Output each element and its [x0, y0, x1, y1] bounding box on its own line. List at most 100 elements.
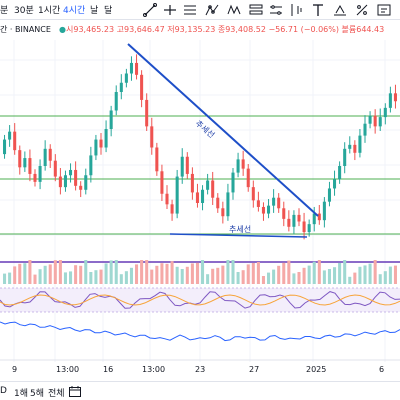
- volume-bar: [58, 260, 62, 284]
- range-all[interactable]: 전체: [48, 389, 65, 399]
- candle-body: [23, 158, 27, 168]
- candle-body: [13, 131, 17, 151]
- volume-bar: [160, 263, 164, 284]
- volume-bar: [272, 269, 276, 284]
- volume-bar: [175, 266, 179, 284]
- candle-body: [307, 224, 311, 233]
- parallel-channel-icon[interactable]: [182, 2, 198, 18]
- volume-bar: [236, 272, 240, 284]
- range-day[interactable]: D: [0, 386, 7, 396]
- volume-bar: [231, 260, 235, 284]
- x-axis-label: 13:00: [56, 365, 80, 374]
- fib-icon[interactable]: [204, 2, 220, 18]
- volume-bar: [74, 265, 78, 284]
- measure-icon[interactable]: [288, 2, 304, 18]
- candle-body: [8, 131, 12, 140]
- ohlc-values: 시93,465.23 고93,646.47 저93,135.23 종93,408…: [66, 25, 385, 34]
- volume-bar: [297, 272, 301, 284]
- candle-body: [388, 93, 392, 108]
- volume-bar: [388, 266, 392, 284]
- candle-body: [175, 176, 179, 214]
- volume-bar: [124, 271, 128, 284]
- range-5y[interactable]: 5해: [30, 389, 45, 399]
- candle-body: [358, 135, 362, 153]
- timeframe-day[interactable]: 날: [90, 6, 99, 16]
- candle-body: [231, 172, 235, 193]
- volume-bar: [89, 272, 93, 284]
- volume-bar: [140, 260, 144, 284]
- more-icon[interactable]: [332, 2, 348, 18]
- timeframe-minute[interactable]: 분: [0, 6, 9, 16]
- candle-body: [180, 156, 184, 177]
- volume-bar: [211, 268, 215, 284]
- timeframe-30m[interactable]: 30분: [14, 6, 34, 16]
- volume-bar: [38, 269, 42, 284]
- timeframe-4h[interactable]: 4시간: [63, 6, 86, 16]
- volume-bar: [119, 274, 123, 284]
- volume-bar: [267, 272, 271, 284]
- volume-bar: [79, 265, 83, 284]
- volume-bar: [99, 269, 103, 284]
- candle-body: [84, 175, 88, 190]
- candle-body: [58, 176, 62, 188]
- candle-body: [256, 200, 260, 207]
- volume-bar: [322, 270, 326, 284]
- candle-body: [297, 214, 301, 222]
- volume-bar: [145, 260, 149, 284]
- candle-body: [216, 197, 220, 209]
- volume-bar: [170, 261, 174, 284]
- calendar-icon[interactable]: [69, 386, 81, 397]
- candle-body: [226, 192, 230, 217]
- candle-body: [190, 173, 194, 193]
- volume-bar: [185, 266, 189, 284]
- volume-bar: [190, 263, 194, 284]
- candle-body: [378, 117, 382, 127]
- candle-body: [363, 123, 367, 136]
- volume-bar: [94, 270, 98, 284]
- oscillator-signal: [0, 294, 400, 306]
- candle-body: [43, 148, 47, 166]
- candle-body: [241, 159, 245, 169]
- text-tool-icon[interactable]: [376, 2, 392, 18]
- candle-body: [3, 139, 7, 155]
- magnet-icon[interactable]: [354, 2, 370, 18]
- text-icon[interactable]: [310, 2, 326, 18]
- volume-bar: [155, 265, 159, 284]
- volume-bar: [251, 263, 255, 284]
- range-1y[interactable]: 1해: [14, 389, 29, 399]
- candle-body: [33, 173, 37, 182]
- volume-bar: [195, 262, 199, 284]
- candle-body: [170, 204, 174, 214]
- timeframe-month[interactable]: 달: [104, 6, 113, 16]
- pattern-icon[interactable]: [226, 2, 242, 18]
- volume-bar: [353, 272, 357, 284]
- line-tool-icon[interactable]: [142, 2, 158, 18]
- candle-body: [48, 148, 52, 161]
- candle-body: [150, 126, 154, 148]
- brush-icon[interactable]: [268, 2, 284, 18]
- candle-body: [195, 192, 199, 203]
- horizontal-line-icon[interactable]: [162, 2, 178, 18]
- trendline: [127, 43, 319, 217]
- support-trendline: [169, 233, 308, 238]
- volume-bar: [18, 263, 22, 284]
- candle-body: [135, 62, 139, 75]
- symbol-name[interactable]: 간 · BINANCE: [0, 25, 51, 34]
- volume-bar: [48, 264, 52, 284]
- candle-body: [348, 144, 352, 149]
- volume-bar: [383, 271, 387, 284]
- oscillator-band: [0, 288, 400, 312]
- price-chart[interactable]: [0, 0, 400, 362]
- volume-bar: [23, 263, 27, 284]
- candle-body: [393, 93, 397, 102]
- volume-bar: [63, 272, 67, 284]
- candle-body: [338, 166, 342, 180]
- candle-body: [322, 201, 326, 221]
- candle-body: [317, 213, 321, 221]
- indicator-line: [0, 321, 400, 342]
- elliott-icon[interactable]: [248, 2, 264, 18]
- volume-bar: [53, 260, 57, 284]
- candle-body: [373, 115, 377, 127]
- timeframe-1h[interactable]: 1시간: [38, 6, 61, 16]
- volume-bar: [180, 269, 184, 284]
